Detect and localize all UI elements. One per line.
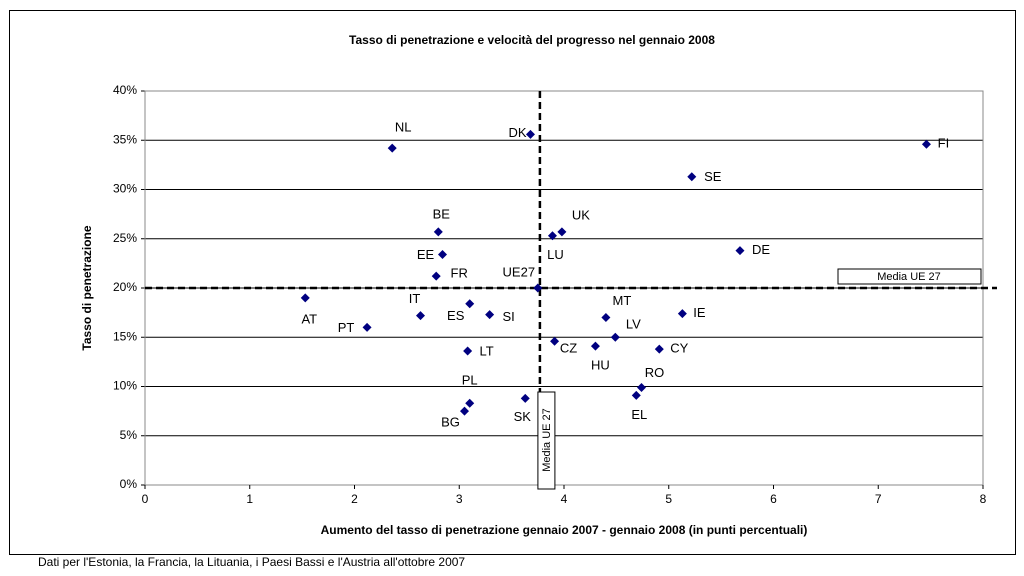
point-label: BE <box>433 206 451 221</box>
point <box>463 346 473 356</box>
point <box>654 344 664 354</box>
point <box>300 293 310 303</box>
y-tick-label: 10% <box>113 379 137 393</box>
y-tick-label: 30% <box>113 182 137 196</box>
reference-label: Media UE 27 <box>541 408 553 472</box>
x-tick-label: 6 <box>770 492 777 506</box>
point <box>459 406 469 416</box>
point <box>637 382 647 392</box>
point <box>431 271 441 281</box>
point <box>533 283 543 293</box>
point-label: IE <box>693 305 706 320</box>
y-tick-label: 15% <box>113 329 137 343</box>
point-label: NL <box>395 120 412 135</box>
point-label: SK <box>514 409 532 424</box>
point-label: HU <box>591 358 610 373</box>
chart-title: Tasso di penetrazione e velocità del pro… <box>349 33 715 47</box>
x-tick-label: 4 <box>561 492 568 506</box>
point-label: DE <box>752 242 770 257</box>
y-tick-label: 5% <box>120 428 138 442</box>
point-label: IT <box>409 291 421 306</box>
y-tick-label: 25% <box>113 231 137 245</box>
y-axis-title: Tasso di penetrazione <box>80 225 94 350</box>
reference-label-box <box>837 268 982 285</box>
point-label: RO <box>645 365 665 380</box>
x-tick-label: 2 <box>351 492 358 506</box>
point-label: BG <box>441 415 460 430</box>
x-tick-label: 0 <box>142 492 149 506</box>
point <box>485 310 495 320</box>
y-tick-label: 0% <box>120 477 138 491</box>
point <box>520 393 530 403</box>
point <box>610 332 620 342</box>
point-label: LU <box>547 247 564 262</box>
point-label: CZ <box>560 341 577 356</box>
x-axis-title: Aumento del tasso di penetrazione gennai… <box>321 523 808 537</box>
point-label: FR <box>451 266 468 281</box>
point <box>547 231 557 241</box>
footnote: Dati per l'Estonia, la Francia, la Litua… <box>38 555 465 569</box>
x-tick-label: 3 <box>456 492 463 506</box>
x-tick-label: 1 <box>246 492 253 506</box>
point <box>921 139 931 149</box>
point <box>631 390 641 400</box>
point-label: SE <box>704 169 722 184</box>
point-label: PL <box>462 373 478 388</box>
reference-label-box <box>537 391 556 490</box>
x-tick-label: 7 <box>875 492 882 506</box>
y-tick-label: 35% <box>113 132 137 146</box>
point-label: UK <box>572 207 590 222</box>
point-label: FI <box>938 136 950 151</box>
point <box>735 246 745 256</box>
chart-frame <box>9 10 1016 555</box>
point-label: DK <box>508 125 526 140</box>
point <box>687 172 697 182</box>
point <box>362 322 372 332</box>
point-label: MT <box>613 293 632 308</box>
point <box>677 309 687 319</box>
point-label: PT <box>338 320 355 335</box>
point-label: CY <box>670 341 688 356</box>
point-label: EL <box>631 407 647 422</box>
point-label: UE27 <box>503 264 536 279</box>
y-tick-label: 20% <box>113 280 137 294</box>
point <box>465 299 475 309</box>
point-label: LV <box>626 317 641 332</box>
x-tick-label: 8 <box>980 492 987 506</box>
point <box>433 227 443 237</box>
point-label: LT <box>480 343 494 358</box>
point-label: AT <box>301 311 317 326</box>
point-label: ES <box>447 308 465 323</box>
point <box>387 143 397 153</box>
y-tick-label: 40% <box>113 83 137 97</box>
point <box>465 398 475 408</box>
point <box>415 311 425 321</box>
point-label: SI <box>502 309 514 324</box>
point <box>590 341 600 351</box>
point-label: EE <box>417 247 435 262</box>
point <box>437 250 447 260</box>
point <box>557 227 567 237</box>
x-tick-label: 5 <box>665 492 672 506</box>
point <box>601 313 611 323</box>
point <box>550 336 560 346</box>
point <box>525 129 535 139</box>
reference-label: Media UE 27 <box>877 271 941 283</box>
